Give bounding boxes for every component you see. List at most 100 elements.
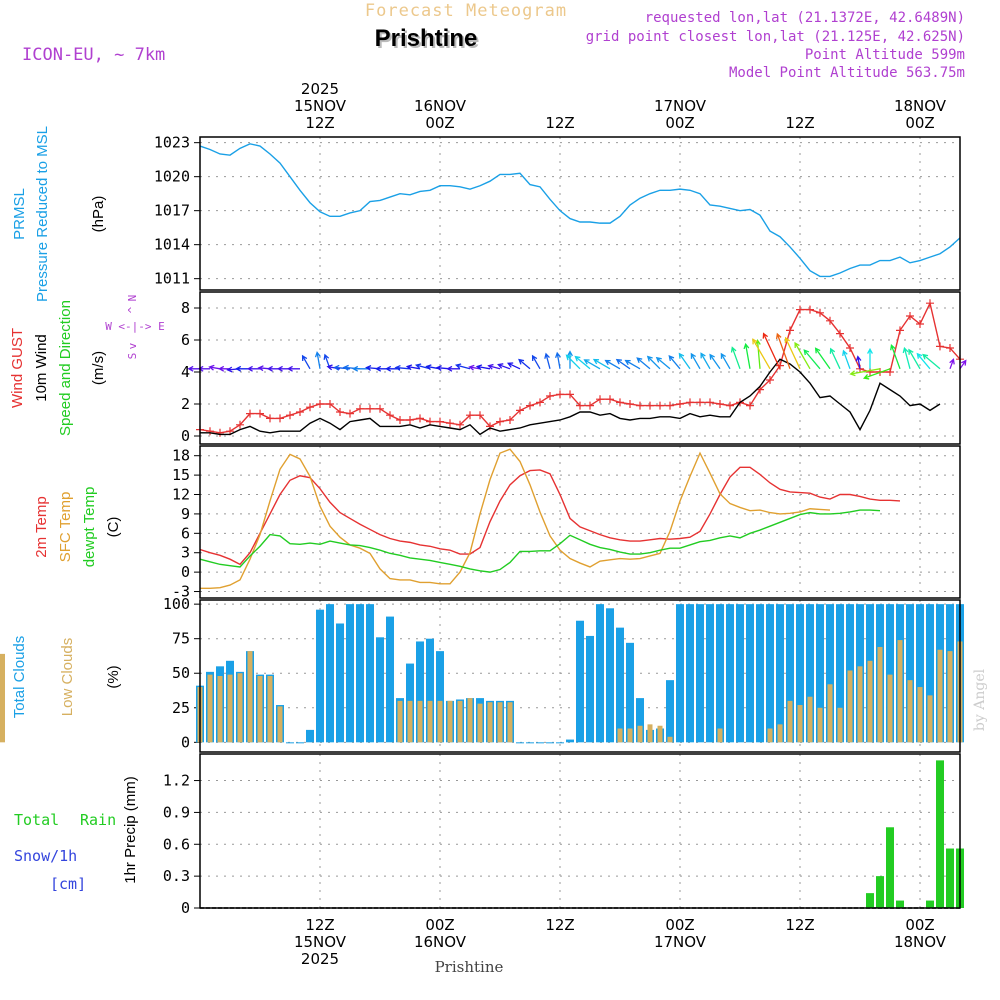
time-label: 18NOV — [894, 933, 947, 951]
gust-marker — [906, 312, 914, 320]
total-cloud-bar — [666, 680, 674, 743]
cloud-labels: Total Clouds Low Clouds (%) — [11, 636, 122, 719]
temp-unit: (C) — [105, 517, 122, 538]
y-tick-label: 9 — [181, 505, 190, 523]
total-cloud-bar — [386, 616, 394, 743]
series-dewpt-temp — [199, 509, 881, 573]
gust-marker — [766, 376, 774, 384]
time-label: 15NOV — [294, 933, 347, 951]
wind-arrow — [592, 358, 611, 370]
gust-marker — [326, 400, 334, 408]
low-cloud-bar — [657, 725, 663, 743]
total-cloud-bar — [676, 604, 684, 743]
total-cloud-bar — [616, 627, 624, 743]
total-cloud-bar — [926, 604, 934, 743]
wind-arrow — [829, 347, 841, 370]
wind-arrow — [333, 364, 351, 371]
low-cloud-bar — [937, 649, 943, 743]
total-cloud-bar — [726, 604, 734, 743]
panel-0: 1011 1014 1017 1020 1023 — [154, 134, 961, 291]
model-label: ICON-EU, ~ 7km — [22, 45, 165, 65]
compass-up: ^ — [126, 306, 139, 313]
wind-arrow — [949, 358, 955, 370]
y-tick-label: 100 — [163, 595, 190, 613]
gust-marker — [276, 414, 284, 423]
wind-arrow — [301, 354, 311, 370]
time-label: 00Z — [665, 114, 694, 132]
low-cloud-bar — [277, 706, 283, 743]
total-cloud-bar — [436, 651, 444, 743]
wind-arrow — [646, 355, 661, 370]
gust-marker — [386, 411, 394, 420]
y-tick-label: 6 — [181, 524, 190, 542]
wind-arrow — [567, 350, 573, 369]
y-tick-label: 15 — [172, 466, 190, 484]
low-cloud-bar — [0, 653, 5, 743]
gust-marker — [696, 398, 704, 407]
gust-marker — [546, 392, 554, 400]
wind-arrow — [754, 338, 761, 369]
gust-marker — [316, 400, 324, 408]
total-cloud-bar — [706, 604, 714, 743]
panel-4: 0 0.3 0.6 0.9 1.2 — [163, 753, 964, 917]
wind-arrow — [544, 352, 551, 369]
total-cloud-bar — [786, 604, 794, 743]
total-cloud-bar — [546, 742, 554, 744]
gust-marker — [216, 428, 224, 437]
gust-marker — [496, 417, 504, 426]
panel-1: 0 2 4 6 8 — [181, 292, 967, 445]
wind-arrow — [565, 354, 581, 370]
compass-s: S — [126, 353, 139, 360]
wind-arrow — [890, 344, 901, 370]
subtitle: Forecast Meteogram — [365, 1, 567, 21]
gust-marker — [676, 400, 684, 408]
y-tick-label: 1011 — [154, 270, 190, 288]
gust-marker — [816, 308, 824, 317]
wind-arrow — [574, 355, 591, 370]
low-clouds-label: Low Clouds — [59, 638, 76, 716]
wind-arrow — [314, 351, 321, 369]
wind-arrow — [394, 364, 411, 371]
total-cloud-bar — [766, 604, 774, 743]
gust-marker — [946, 344, 954, 352]
gust-marker — [526, 401, 534, 410]
wind-arrow — [730, 346, 741, 370]
rain-bar — [886, 827, 894, 908]
low-cloud-bar — [437, 700, 443, 743]
total-cloud-bar — [326, 604, 334, 743]
time-label: 16NOV — [414, 97, 467, 115]
total-cloud-bar — [586, 635, 594, 743]
gust-marker — [406, 416, 414, 424]
wind-arrow — [246, 365, 260, 372]
time-label: 00Z — [425, 916, 454, 934]
gust-marker — [846, 344, 854, 352]
low-cloud-bar — [797, 705, 803, 743]
time-label: 12Z — [545, 916, 574, 934]
rain-bar — [946, 848, 954, 908]
low-cloud-bar — [807, 696, 813, 743]
wind-arrow — [908, 348, 921, 370]
y-tick-label: 6 — [181, 331, 190, 349]
series-prmsl — [199, 143, 961, 278]
page-title: Prishtine — [375, 25, 478, 52]
wind-arrow — [690, 352, 701, 370]
time-label: 12Z — [785, 916, 814, 934]
gust-marker — [256, 409, 264, 418]
rain-bar — [926, 900, 934, 908]
gust-marker — [916, 320, 924, 328]
low-cloud-bar — [777, 724, 783, 743]
low-cloud-bar — [467, 698, 473, 743]
gust-marker — [896, 326, 904, 335]
gust-marker — [646, 401, 654, 410]
series-2m-temp — [199, 466, 901, 566]
low-cloud-bar — [207, 674, 213, 743]
gust-marker — [346, 409, 354, 418]
gust-marker — [726, 401, 734, 410]
low-cloud-bar — [887, 674, 893, 743]
y-tick-label: 1014 — [154, 236, 190, 254]
wind-arrow — [668, 355, 681, 370]
low-cloud-bar — [407, 700, 413, 743]
y-tick-label: 75 — [172, 630, 190, 648]
rain-bar — [896, 900, 904, 908]
gust-marker — [626, 400, 634, 408]
